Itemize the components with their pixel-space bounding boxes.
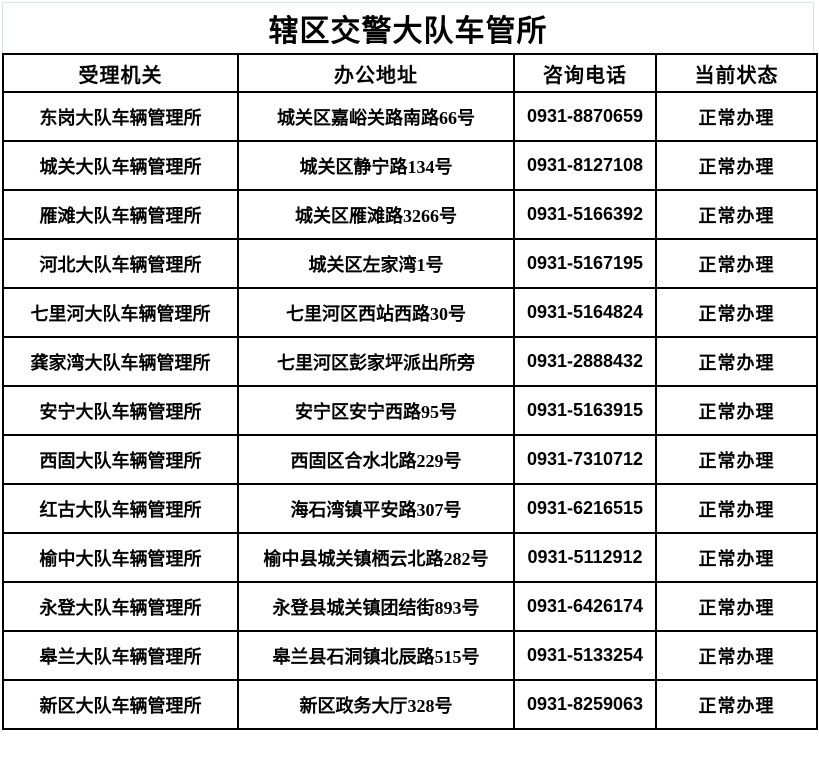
cell-status: 正常办理 [655,679,818,730]
table-row: 新区大队车辆管理所 新区政务大厅328号 0931-8259063 正常办理 [2,679,818,730]
cell-phone: 0931-5133254 [513,630,657,681]
cell-status: 正常办理 [655,189,818,240]
cell-address: 安宁区安宁西路95号 [237,385,515,436]
cell-address: 城关区静宁路134号 [237,140,515,191]
cell-phone: 0931-8870659 [513,91,657,142]
header-agency: 受理机关 [2,53,239,93]
cell-address: 城关区雁滩路3266号 [237,189,515,240]
cell-agency: 皋兰大队车辆管理所 [2,630,239,681]
cell-phone: 0931-8259063 [513,679,657,730]
cell-address: 永登县城关镇团结街893号 [237,581,515,632]
cell-address: 西固区合水北路229号 [237,434,515,485]
cell-agency: 城关大队车辆管理所 [2,140,239,191]
cell-phone: 0931-7310712 [513,434,657,485]
table-row: 榆中大队车辆管理所 榆中县城关镇栖云北路282号 0931-5112912 正常… [2,532,818,583]
cell-agency: 龚家湾大队车辆管理所 [2,336,239,387]
cell-status: 正常办理 [655,238,818,289]
vehicle-admin-offices-table: 受理机关 办公地址 咨询电话 当前状态 东岗大队车辆管理所 城关区嘉峪关路南路6… [2,53,818,730]
cell-phone: 0931-6216515 [513,483,657,534]
cell-address: 皋兰县石洞镇北辰路515号 [237,630,515,681]
cell-address: 海石湾镇平安路307号 [237,483,515,534]
cell-status: 正常办理 [655,336,818,387]
cell-phone: 0931-6426174 [513,581,657,632]
cell-phone: 0931-5164824 [513,287,657,338]
cell-phone: 0931-8127108 [513,140,657,191]
cell-agency: 安宁大队车辆管理所 [2,385,239,436]
cell-phone: 0931-5112912 [513,532,657,583]
table-row: 西固大队车辆管理所 西固区合水北路229号 0931-7310712 正常办理 [2,434,818,485]
table-header: 受理机关 办公地址 咨询电话 当前状态 [2,53,818,93]
header-phone: 咨询电话 [513,53,657,93]
table-row: 城关大队车辆管理所 城关区静宁路134号 0931-8127108 正常办理 [2,140,818,191]
table-row: 七里河大队车辆管理所 七里河区西站西路30号 0931-5164824 正常办理 [2,287,818,338]
cell-status: 正常办理 [655,581,818,632]
cell-address: 城关区嘉峪关路南路66号 [237,91,515,142]
cell-agency: 西固大队车辆管理所 [2,434,239,485]
cell-agency: 红古大队车辆管理所 [2,483,239,534]
cell-agency: 河北大队车辆管理所 [2,238,239,289]
cell-address: 城关区左家湾1号 [237,238,515,289]
cell-phone: 0931-5163915 [513,385,657,436]
table-row: 龚家湾大队车辆管理所 七里河区彭家坪派出所旁 0931-2888432 正常办理 [2,336,818,387]
cell-phone: 0931-5166392 [513,189,657,240]
cell-address: 新区政务大厅328号 [237,679,515,730]
table-row: 皋兰大队车辆管理所 皋兰县石洞镇北辰路515号 0931-5133254 正常办… [2,630,818,681]
cell-status: 正常办理 [655,532,818,583]
table-title: 辖区交警大队车管所 [2,2,814,53]
table-row: 红古大队车辆管理所 海石湾镇平安路307号 0931-6216515 正常办理 [2,483,818,534]
header-row: 受理机关 办公地址 咨询电话 当前状态 [2,53,818,93]
cell-address: 七里河区西站西路30号 [237,287,515,338]
cell-phone: 0931-5167195 [513,238,657,289]
table-row: 东岗大队车辆管理所 城关区嘉峪关路南路66号 0931-8870659 正常办理 [2,91,818,142]
cell-address: 七里河区彭家坪派出所旁 [237,336,515,387]
cell-agency: 雁滩大队车辆管理所 [2,189,239,240]
cell-phone: 0931-2888432 [513,336,657,387]
cell-agency: 永登大队车辆管理所 [2,581,239,632]
cell-status: 正常办理 [655,483,818,534]
cell-agency: 七里河大队车辆管理所 [2,287,239,338]
cell-status: 正常办理 [655,140,818,191]
header-address: 办公地址 [237,53,515,93]
cell-status: 正常办理 [655,385,818,436]
cell-status: 正常办理 [655,91,818,142]
header-status: 当前状态 [655,53,818,93]
table-row: 河北大队车辆管理所 城关区左家湾1号 0931-5167195 正常办理 [2,238,818,289]
cell-status: 正常办理 [655,434,818,485]
cell-status: 正常办理 [655,630,818,681]
cell-agency: 东岗大队车辆管理所 [2,91,239,142]
table-body: 东岗大队车辆管理所 城关区嘉峪关路南路66号 0931-8870659 正常办理… [2,91,818,730]
cell-status: 正常办理 [655,287,818,338]
cell-agency: 新区大队车辆管理所 [2,679,239,730]
table-title-text: 辖区交警大队车管所 [268,15,548,48]
table-row: 永登大队车辆管理所 永登县城关镇团结街893号 0931-6426174 正常办… [2,581,818,632]
cell-address: 榆中县城关镇栖云北路282号 [237,532,515,583]
table-row: 雁滩大队车辆管理所 城关区雁滩路3266号 0931-5166392 正常办理 [2,189,818,240]
cell-agency: 榆中大队车辆管理所 [2,532,239,583]
table-row: 安宁大队车辆管理所 安宁区安宁西路95号 0931-5163915 正常办理 [2,385,818,436]
